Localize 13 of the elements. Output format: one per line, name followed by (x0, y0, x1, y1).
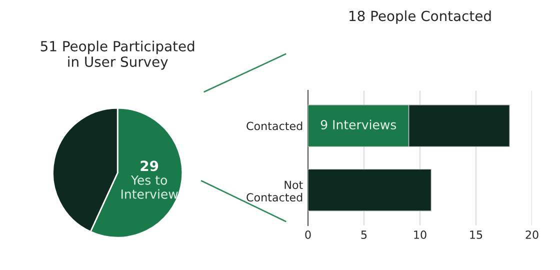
slice-label: Yes to Interview (121, 176, 178, 199)
y-tick-label: Not Contacted (246, 180, 303, 202)
x-tick-label: 10 (414, 230, 426, 239)
x-tick-label: 15 (470, 230, 482, 239)
chart-title: 18 People Contacted (350, 10, 491, 24)
x-tick-label: 20 (526, 230, 538, 239)
x-tick-label: 0 (305, 230, 311, 239)
data-label: 9 Interviews (320, 120, 396, 130)
data-label: 29 (140, 160, 158, 172)
bar (308, 168, 432, 212)
chart-title: 51 People Participated in User Survey (40, 40, 194, 70)
y-tick-label: Contacted (246, 122, 302, 130)
x-tick-label: 5 (361, 230, 367, 239)
